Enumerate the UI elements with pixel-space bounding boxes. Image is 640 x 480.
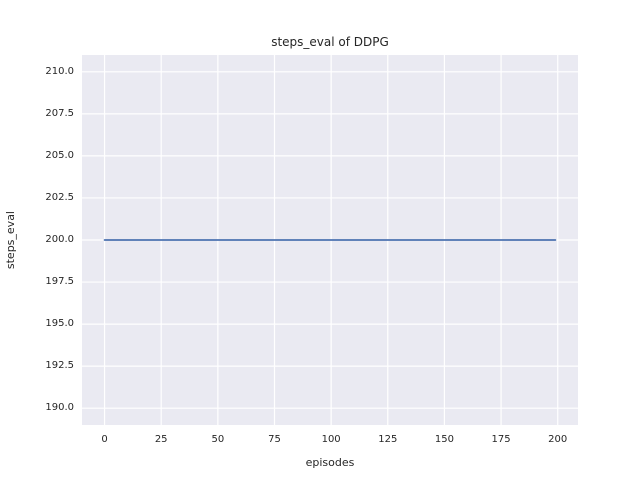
y-tick-label: 202.5 xyxy=(45,191,74,203)
x-tick-label: 50 xyxy=(211,434,225,445)
x-tick-label: 25 xyxy=(154,434,168,445)
x-axis-label: episodes xyxy=(305,456,355,469)
x-tick-label: 175 xyxy=(491,434,511,445)
y-tick-label: 207.5 xyxy=(45,107,74,119)
x-tick-label: 100 xyxy=(321,434,341,445)
chart-title: steps_eval of DDPG xyxy=(271,35,389,49)
x-tick-label: 75 xyxy=(268,434,281,445)
y-tick-label: 200.0 xyxy=(45,234,74,245)
y-tick-label: 210.0 xyxy=(45,65,74,77)
chart-canvas xyxy=(82,55,578,425)
plot-area xyxy=(82,55,578,425)
y-tick-label: 195.0 xyxy=(45,318,74,330)
y-tick-label: 190.0 xyxy=(45,402,74,414)
y-tick-label: 197.5 xyxy=(45,276,74,288)
x-tick-label: 125 xyxy=(378,434,398,445)
x-tick-label: 0 xyxy=(101,434,108,445)
x-tick-label: 200 xyxy=(548,434,568,445)
x-tick-label: 150 xyxy=(434,434,454,445)
y-tick-label: 192.5 xyxy=(45,360,74,372)
y-tick-label: 205.0 xyxy=(45,149,74,161)
